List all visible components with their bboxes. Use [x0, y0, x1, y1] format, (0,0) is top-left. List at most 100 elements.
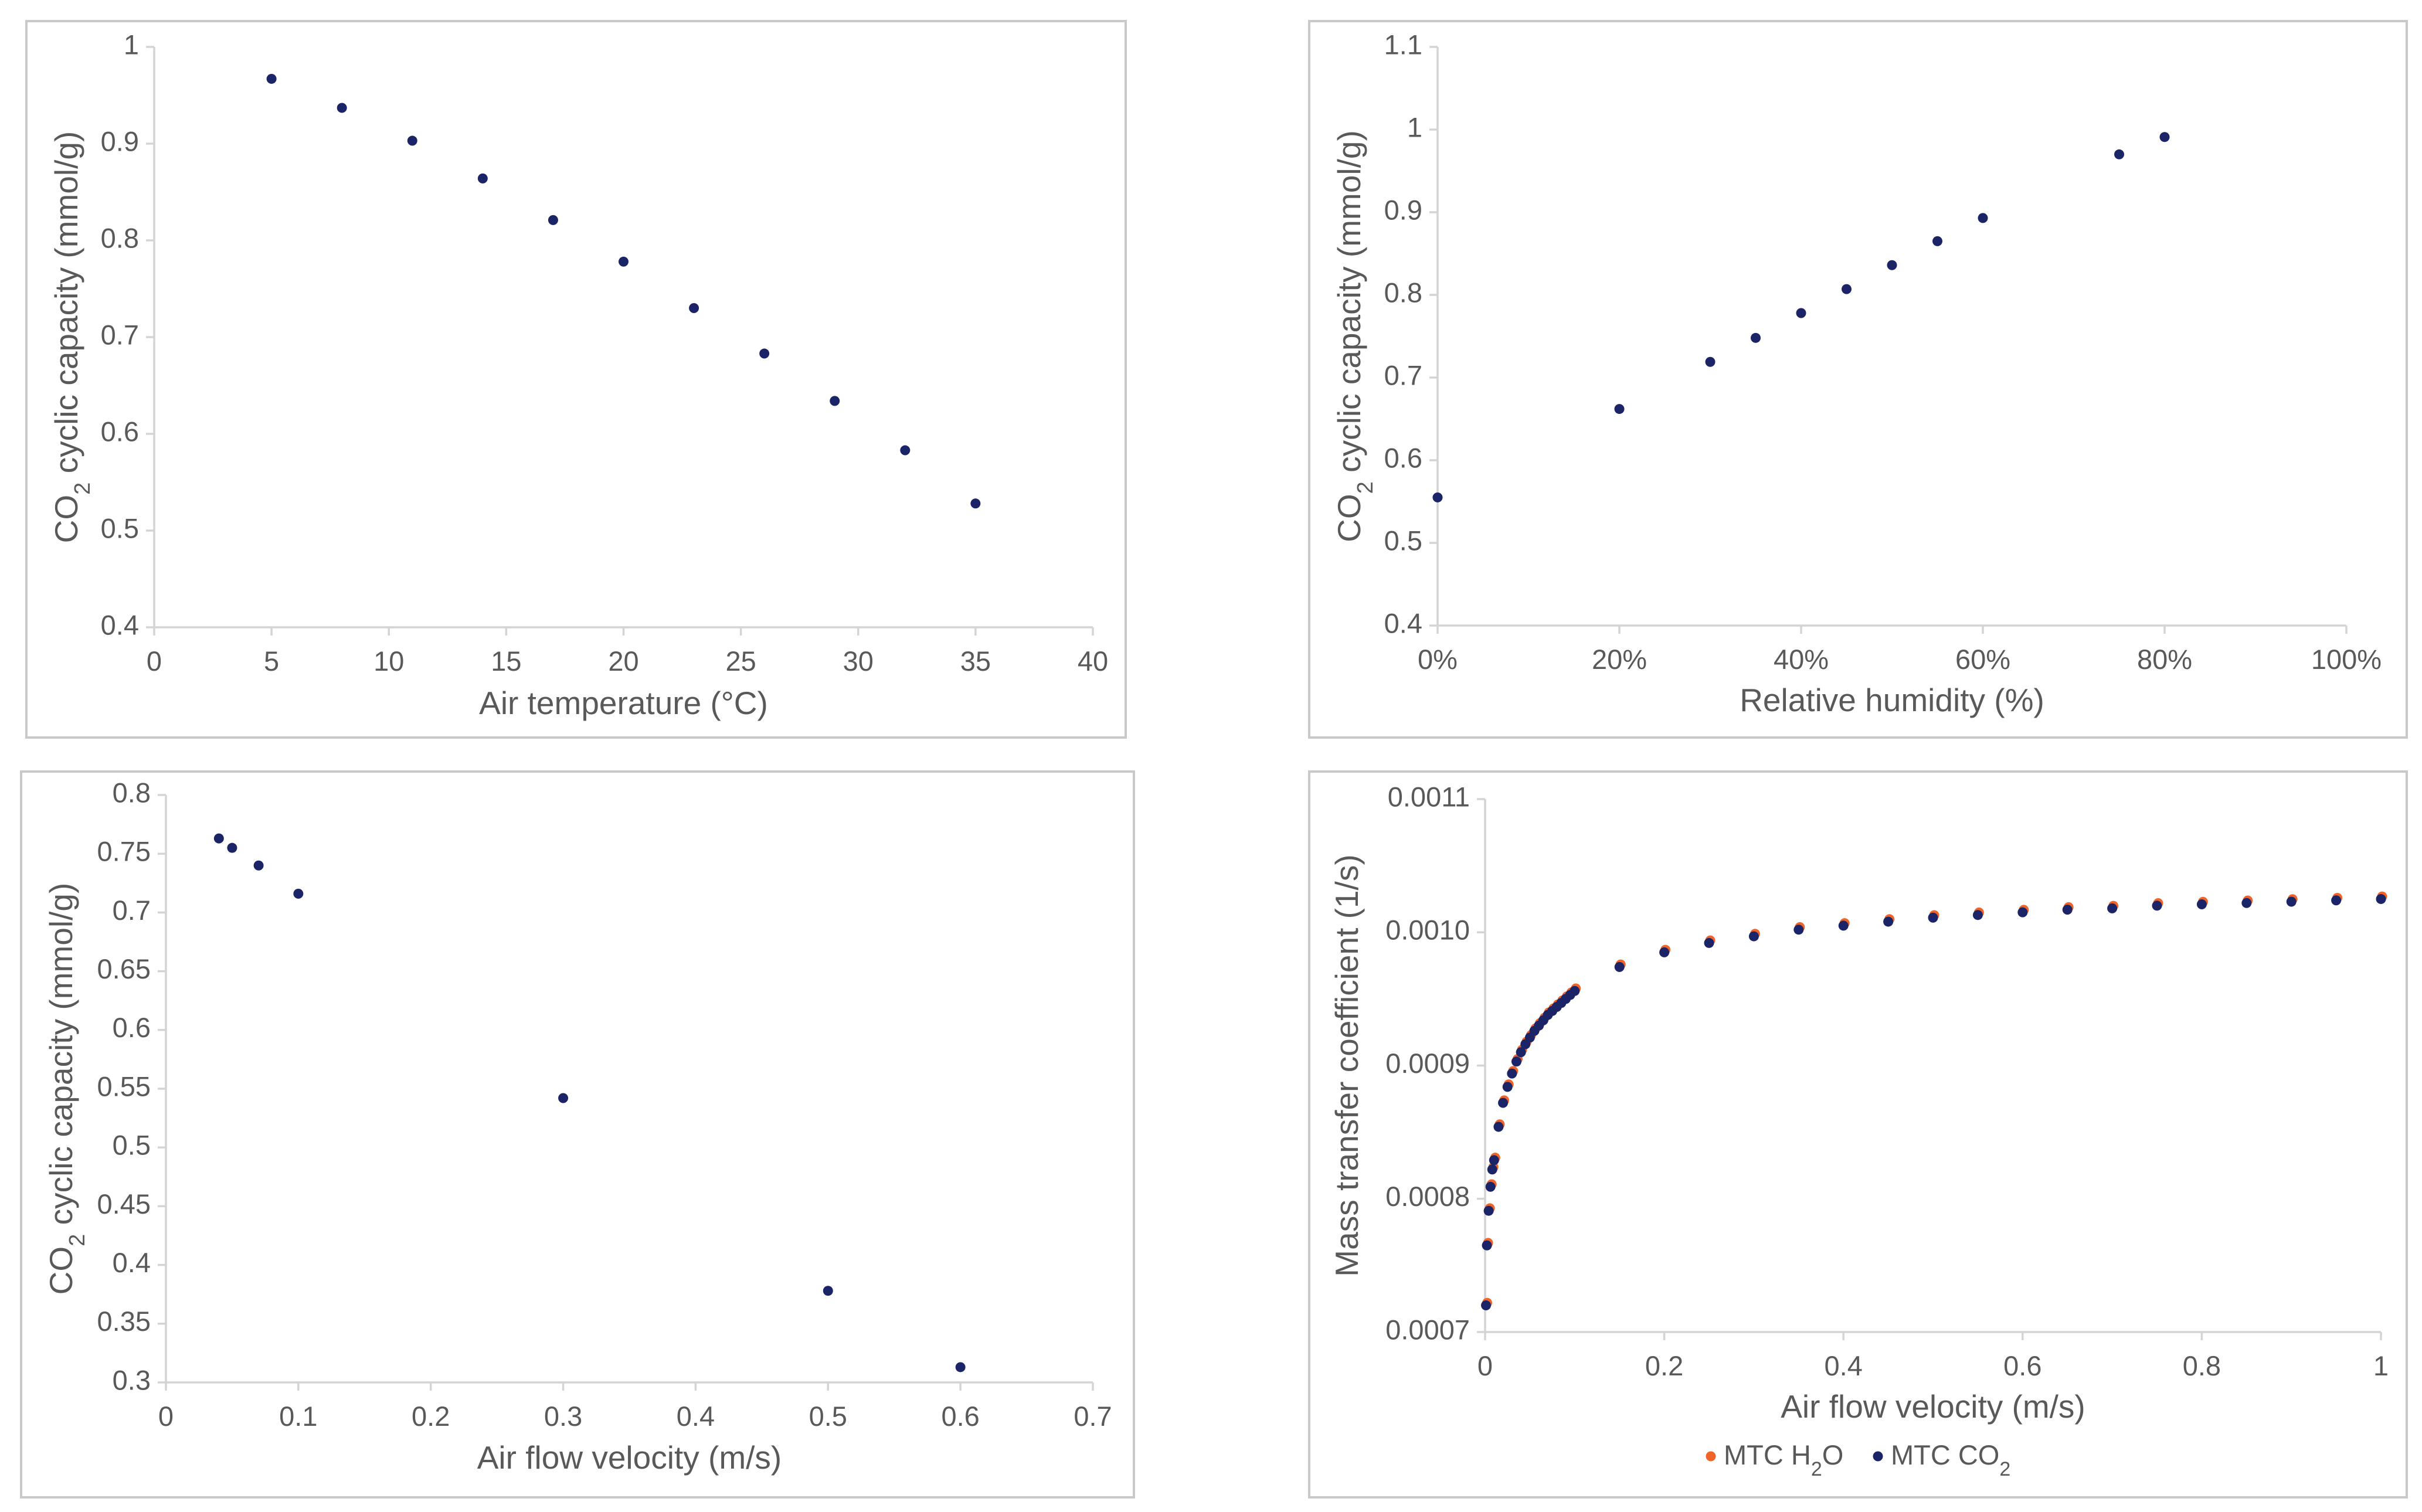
- chart-velocity-capacity: 0.30.350.40.450.50.550.60.650.70.750.80 0…: [43, 777, 1112, 1476]
- y-tick-label: 0.35: [97, 1306, 151, 1337]
- y-tick-label: 0.0010: [1385, 915, 1470, 946]
- data-point: [1498, 1098, 1509, 1108]
- data-point: [2062, 905, 2073, 915]
- x-tick-label: 15: [491, 645, 521, 677]
- data-point: [2107, 903, 2118, 913]
- data-point: [900, 445, 911, 456]
- data-point: [293, 888, 304, 899]
- legend-marker: [1873, 1451, 1883, 1462]
- y-axis-title: CO2 cyclic capacity (mmol/g): [48, 131, 95, 543]
- series-mtc-co2: [1481, 893, 2386, 1311]
- chart-frame-air-temperature: [25, 20, 1127, 739]
- y-tick-label: 0.9: [101, 125, 139, 157]
- x-tick-label: 35: [960, 645, 991, 677]
- x-tick-label: 40%: [1774, 644, 1829, 675]
- x-tick-label: 5: [264, 645, 279, 677]
- legend-label: MTC H2O: [1724, 1439, 1843, 1480]
- chart-relative-humidity: 0.4 0.5 0.6 0.7 0.8 0.9 1 1.1 0% 20% 40% 60% 80% 100%…: [1331, 29, 2382, 718]
- data-point: [337, 103, 347, 113]
- y-tick-label: 0.4: [101, 609, 139, 640]
- data-point: [1928, 912, 1938, 923]
- y-tick-label: 1: [124, 29, 139, 60]
- y-tick-label: 0.8: [1384, 277, 1422, 308]
- data-point: [1489, 1155, 1499, 1166]
- y-tick-label: 0.7: [101, 319, 139, 350]
- data-point: [1972, 910, 1983, 920]
- data-point: [1482, 1240, 1492, 1251]
- y-tick-label: 0.6: [113, 1012, 151, 1043]
- data-point: [548, 215, 558, 225]
- y-tick-label: 0.5: [101, 512, 139, 543]
- x-tick-label: 0.2: [1645, 1350, 1683, 1381]
- y-tick-label: 0.3: [113, 1364, 151, 1395]
- data-point: [1502, 1082, 1513, 1092]
- data-point: [1614, 961, 1625, 972]
- data-point: [227, 842, 237, 853]
- x-tick-label: 0: [1477, 1350, 1493, 1381]
- y-tick-label: 0.6: [1384, 442, 1422, 473]
- x-tick-label: 0.7: [1074, 1401, 1112, 1432]
- data-point: [253, 860, 264, 871]
- y-tick-label: 0.0007: [1385, 1314, 1470, 1345]
- x-tick-label: 0.3: [544, 1401, 582, 1432]
- data-point: [1511, 1056, 1521, 1067]
- data-point: [1493, 1122, 1504, 1132]
- data-point: [2114, 149, 2124, 159]
- data-point: [477, 173, 488, 184]
- x-axis-title: Air temperature (°C): [479, 685, 768, 721]
- y-tick-label: 0.8: [101, 222, 139, 253]
- data-point: [213, 833, 224, 844]
- x-tick-label: 1: [2373, 1350, 2389, 1381]
- y-tick-label: 0.9: [1384, 194, 1422, 225]
- data-point: [1487, 1164, 1497, 1175]
- data-point: [1751, 332, 1761, 343]
- legend: MTC H2O MTC CO2: [1706, 1439, 2010, 1480]
- data-point: [1485, 1181, 1496, 1192]
- data-point: [1507, 1068, 1517, 1079]
- y-tick-label: 0.7: [1384, 359, 1422, 390]
- y-tick-label: 0.4: [1384, 607, 1422, 638]
- x-tick-label: 0.4: [1825, 1350, 1863, 1381]
- data-point: [1887, 260, 1897, 270]
- y-tick-label: 0.4: [113, 1247, 151, 1278]
- data-point: [830, 396, 840, 406]
- chart-frame-velocity-capacity: [20, 770, 1135, 1499]
- legend-label: MTC CO2: [1891, 1439, 2010, 1480]
- data-point: [1614, 404, 1625, 414]
- x-tick-label: 0.4: [677, 1401, 715, 1432]
- data-point: [1842, 284, 1852, 294]
- x-axis-title: Relative humidity (%): [1740, 682, 2044, 718]
- y-tick-label: 0.45: [97, 1188, 151, 1219]
- y-tick-label: 0.75: [97, 836, 151, 867]
- y-axis-title: CO2 cyclic capacity (mmol/g): [43, 883, 90, 1295]
- legend-marker: [1706, 1451, 1716, 1462]
- y-tick-label: 0.0011: [1388, 781, 1470, 812]
- y-tick-label: 0.0008: [1385, 1181, 1470, 1212]
- x-axis-title: Air flow velocity (m/s): [1781, 1388, 2085, 1425]
- x-tick-label: 0%: [1418, 644, 1458, 675]
- x-tick-label: 0: [158, 1401, 174, 1432]
- x-tick-label: 0.6: [2003, 1350, 2041, 1381]
- data-point: [1516, 1047, 1526, 1058]
- x-tick-label: 0: [147, 645, 162, 677]
- chart-frame-mass-transfer: [1308, 770, 2408, 1499]
- x-tick-label: 10: [373, 645, 404, 677]
- data-point: [2017, 907, 2028, 918]
- chart-frame-relative-humidity: [1308, 20, 2408, 739]
- y-tick-label: 0.5: [113, 1130, 151, 1161]
- data-point: [1978, 213, 1988, 223]
- data-point: [619, 256, 629, 267]
- data-point: [955, 1362, 966, 1372]
- x-tick-label: 0.1: [279, 1401, 317, 1432]
- data-point: [1883, 916, 1894, 927]
- x-tick-label: 80%: [2137, 644, 2192, 675]
- y-tick-label: 0.0009: [1385, 1048, 1470, 1079]
- series-co2-cyclic-capacity: [213, 833, 966, 1372]
- data-point: [407, 135, 417, 146]
- data-point: [2241, 898, 2252, 908]
- data-point: [266, 73, 277, 84]
- data-point: [2152, 901, 2162, 911]
- data-point: [2286, 896, 2297, 907]
